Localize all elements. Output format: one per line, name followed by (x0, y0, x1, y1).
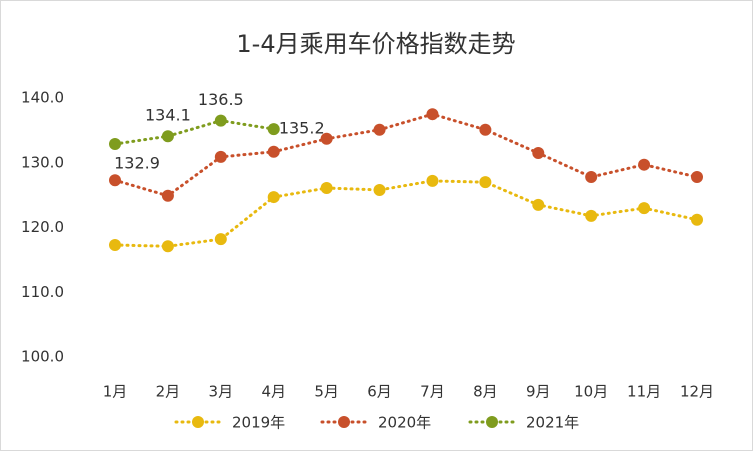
y-tick-label: 110.0 (21, 283, 64, 301)
legend-marker (338, 416, 350, 428)
point (479, 123, 492, 136)
point (214, 150, 227, 163)
point (214, 233, 227, 246)
point (532, 198, 545, 211)
point (585, 209, 598, 222)
point (161, 189, 174, 202)
legend-marker (192, 416, 204, 428)
point (161, 240, 174, 253)
x-tick-label: 8月 (473, 383, 498, 401)
x-tick-label: 3月 (209, 383, 234, 401)
point (638, 202, 651, 215)
x-tick-label: 11月 (627, 383, 661, 401)
y-tick-label: 140.0 (21, 89, 64, 107)
point (691, 213, 703, 226)
point (638, 158, 651, 171)
point (373, 123, 386, 136)
y-tick-label: 130.0 (21, 153, 64, 171)
legend-label: 2021年 (526, 414, 579, 432)
point (109, 137, 121, 150)
series-line (113, 179, 699, 248)
chart-title: 1-4月乘用车价格指数走势 (236, 30, 515, 58)
x-tick-label: 10月 (574, 383, 608, 401)
legend-marker (486, 416, 498, 428)
legend-label: 2019年 (232, 414, 285, 432)
point (373, 183, 386, 196)
x-tick-label: 9月 (526, 383, 551, 401)
point (214, 114, 227, 127)
x-tick-label: 7月 (420, 383, 445, 401)
data-label: 132.9 (114, 153, 160, 172)
point (267, 123, 280, 136)
data-label: 134.1 (145, 106, 191, 125)
point (320, 132, 333, 145)
point (426, 174, 439, 187)
point (109, 174, 121, 187)
point (267, 191, 280, 204)
x-tick-label: 1月 (103, 383, 128, 401)
point (532, 147, 545, 160)
point (585, 170, 598, 183)
point (426, 108, 439, 121)
legend-label: 2020年 (378, 414, 431, 432)
y-tick-label: 120.0 (21, 218, 64, 236)
x-tick-label: 6月 (367, 383, 392, 401)
point (691, 170, 703, 183)
data-label: 135.2 (279, 119, 325, 138)
point (109, 238, 121, 251)
y-tick-label: 100.0 (21, 348, 64, 366)
point (320, 182, 333, 195)
data-label: 136.5 (198, 90, 244, 109)
point (267, 145, 280, 158)
x-tick-label: 5月 (314, 383, 339, 401)
x-tick-label: 2月 (156, 383, 181, 401)
series-line (113, 112, 699, 198)
point (161, 130, 174, 143)
x-tick-label: 12月 (680, 383, 714, 401)
point (479, 176, 492, 189)
x-tick-label: 4月 (261, 383, 286, 401)
